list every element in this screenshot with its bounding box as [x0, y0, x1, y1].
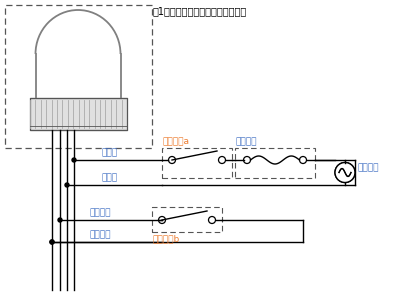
Circle shape — [299, 156, 306, 163]
Circle shape — [50, 240, 54, 244]
Circle shape — [169, 156, 175, 163]
Bar — [5, 5, 152, 148]
Bar — [162, 148, 232, 178]
Circle shape — [72, 158, 76, 162]
Text: 電源線: 電源線 — [102, 148, 118, 157]
Bar — [235, 148, 315, 178]
Text: 図1．ブザーと回転灯の個々動作図: 図1．ブザーと回転灯の個々動作図 — [153, 6, 247, 16]
Text: 外部接点a: 外部接点a — [162, 137, 189, 146]
Text: 電源線: 電源線 — [102, 173, 118, 182]
Circle shape — [158, 217, 166, 223]
Circle shape — [65, 183, 69, 187]
Text: ブザー線: ブザー線 — [89, 230, 111, 239]
Circle shape — [244, 156, 251, 163]
Circle shape — [335, 162, 355, 182]
Circle shape — [208, 217, 215, 223]
Text: ブザー線: ブザー線 — [89, 208, 111, 217]
Bar — [152, 207, 222, 232]
Circle shape — [58, 218, 62, 222]
Circle shape — [335, 162, 355, 182]
Text: ヒューズ: ヒューズ — [235, 137, 257, 146]
Circle shape — [219, 156, 226, 163]
Bar — [30, 98, 127, 130]
Text: 電源電圧: 電源電圧 — [358, 163, 379, 173]
Text: 外部接点b: 外部接点b — [152, 234, 179, 243]
Circle shape — [50, 240, 54, 244]
